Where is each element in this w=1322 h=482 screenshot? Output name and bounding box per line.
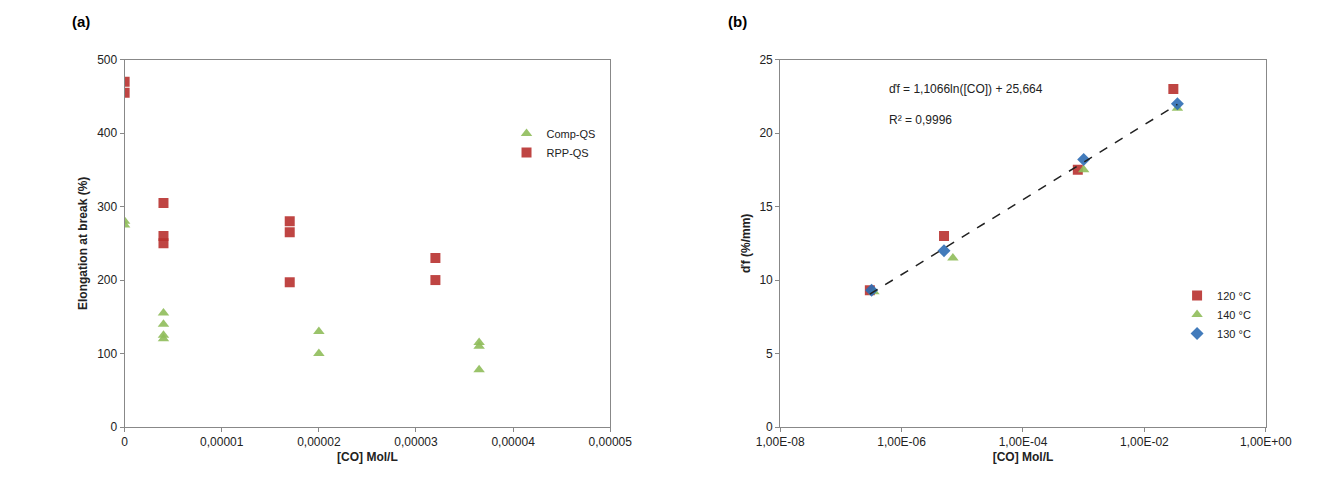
svg-text:0,00005: 0,00005 (589, 435, 633, 449)
svg-text:Elongation at break (%): Elongation at break (%) (76, 177, 90, 310)
svg-text:130 °C: 130 °C (1217, 328, 1251, 340)
svg-text:(a): (a) (72, 13, 90, 30)
svg-text:20: 20 (759, 126, 773, 140)
svg-text:0: 0 (111, 420, 118, 434)
svg-text:0,00001: 0,00001 (200, 435, 244, 449)
svg-text:Comp-QS: Comp-QS (547, 128, 596, 140)
svg-text:1,00E-06: 1,00E-06 (877, 435, 926, 449)
svg-text:500: 500 (97, 53, 117, 67)
svg-text:ďf (%/mm): ďf (%/mm) (739, 214, 753, 273)
svg-text:0,00003: 0,00003 (394, 435, 438, 449)
svg-text:0,00004: 0,00004 (491, 435, 535, 449)
svg-text:1,00E+00: 1,00E+00 (1240, 435, 1292, 449)
svg-text:0: 0 (121, 435, 128, 449)
svg-text:1,00E-02: 1,00E-02 (1120, 435, 1169, 449)
svg-text:R² = 0,9996: R² = 0,9996 (889, 113, 952, 127)
svg-text:ďf = 1,1066ln([CO]) + 25,664: ďf = 1,1066ln([CO]) + 25,664 (889, 82, 1043, 96)
svg-text:15: 15 (759, 200, 773, 214)
svg-text:[CO] Mol/L: [CO] Mol/L (993, 450, 1054, 464)
svg-text:0,00002: 0,00002 (297, 435, 341, 449)
svg-text:100: 100 (97, 347, 117, 361)
svg-text:400: 400 (97, 126, 117, 140)
svg-text:25: 25 (759, 53, 773, 67)
svg-text:[CO] Mol/L: [CO] Mol/L (337, 450, 398, 464)
svg-text:(b): (b) (728, 13, 747, 30)
svg-text:200: 200 (97, 273, 117, 287)
svg-text:0: 0 (766, 420, 773, 434)
svg-text:1,00E-04: 1,00E-04 (999, 435, 1048, 449)
svg-text:5: 5 (766, 347, 773, 361)
svg-text:140 °C: 140 °C (1217, 309, 1251, 321)
svg-text:300: 300 (97, 200, 117, 214)
svg-text:10: 10 (759, 273, 773, 287)
svg-text:120 °C: 120 °C (1217, 290, 1251, 302)
svg-text:RPP-QS: RPP-QS (547, 147, 589, 159)
svg-text:1,00E-08: 1,00E-08 (756, 435, 805, 449)
